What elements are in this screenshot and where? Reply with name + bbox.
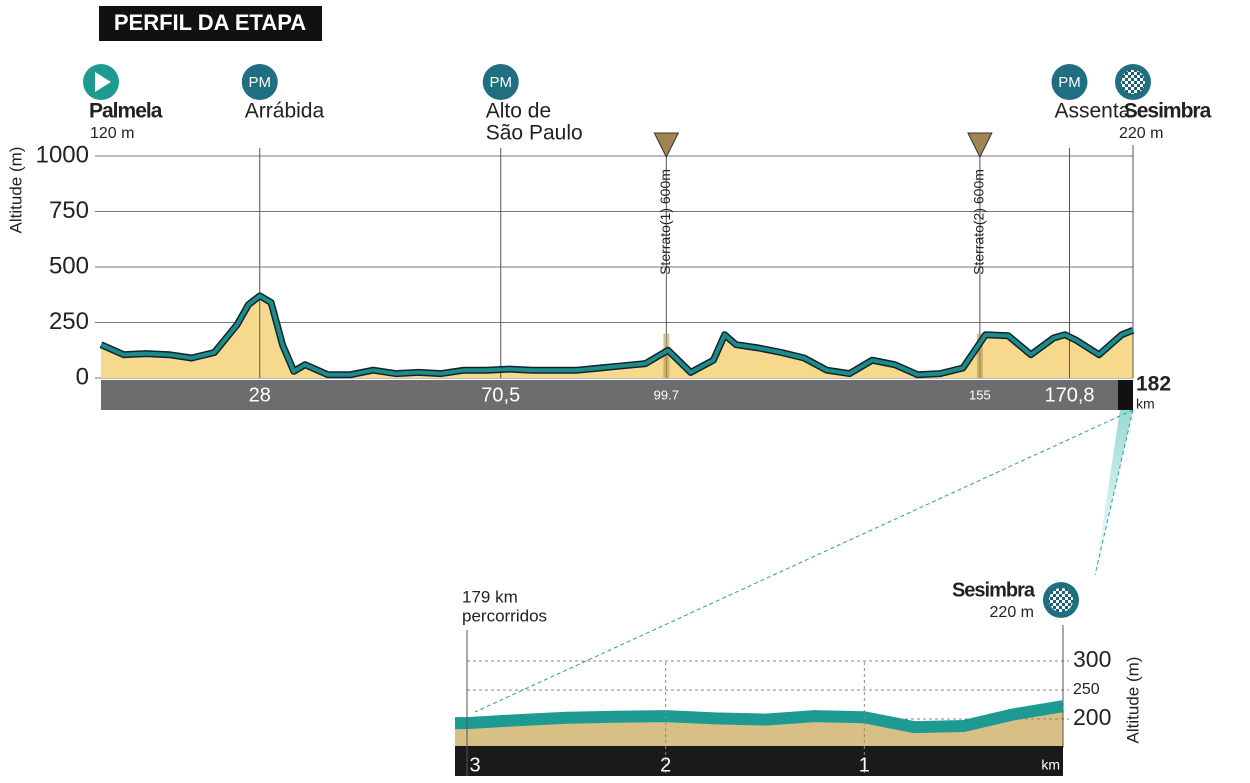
climb-name: São Paulo bbox=[486, 122, 583, 145]
climb-icon bbox=[1051, 64, 1088, 100]
start-note: percorridos bbox=[462, 606, 547, 625]
zoom-line bbox=[1094, 409, 1134, 576]
y-tick-label: 250 bbox=[49, 308, 89, 335]
y-tick-label: 750 bbox=[49, 197, 89, 224]
x-tick-label: 155 bbox=[969, 387, 991, 402]
x-tick-label: 1 bbox=[859, 754, 870, 776]
climb-icon bbox=[482, 64, 519, 100]
x-tick-label: 2 bbox=[660, 754, 671, 776]
finish-flag bbox=[1049, 588, 1073, 612]
chart-title: PERFIL DA ETAPA bbox=[114, 10, 306, 35]
climb-name: Arrábida bbox=[245, 100, 325, 123]
start-name: Palmela bbox=[89, 100, 163, 123]
finish-name: Sesimbra bbox=[1124, 100, 1212, 123]
x-tick-label: 170,8 bbox=[1044, 384, 1094, 406]
x-unit: km bbox=[1041, 757, 1060, 773]
finish-flag bbox=[1121, 70, 1145, 94]
climb-name: Alto de bbox=[486, 100, 551, 123]
y-tick-label: 500 bbox=[49, 252, 89, 279]
start-note: 179 km bbox=[462, 587, 518, 606]
finish-band bbox=[1118, 380, 1133, 410]
y-tick-label: 200 bbox=[1073, 704, 1111, 730]
zoom-line bbox=[474, 409, 1134, 713]
y-axis-label: Altitude (m) bbox=[6, 147, 25, 234]
y-tick-label: 1000 bbox=[36, 141, 89, 168]
y-tick-label: 300 bbox=[1073, 646, 1111, 672]
climb-category: PM bbox=[249, 74, 272, 91]
climb-category: PM bbox=[490, 74, 513, 91]
distance-band bbox=[101, 380, 1133, 410]
x-tick-label: 28 bbox=[249, 384, 271, 406]
sector-label: Sterrato(2) 600m bbox=[971, 169, 987, 275]
finish-km: 182 bbox=[1136, 373, 1171, 396]
sector-shade bbox=[976, 333, 983, 378]
final-km-profile: 200 250 300 Altitude (m) 3 2 1 km 179 kmpercorri… bbox=[455, 579, 1142, 776]
sector-marker bbox=[967, 132, 993, 159]
start-altitude: 120 m bbox=[90, 125, 134, 142]
x-tick-label: 3 bbox=[469, 754, 480, 776]
title-box bbox=[99, 6, 322, 41]
main-profile: 0 250 500 750 1000 Sterrato(1) 600m 99.7 Sterra… bbox=[36, 64, 1213, 412]
profile-area bbox=[101, 295, 1133, 378]
profile-line bbox=[455, 700, 1064, 734]
sector-shade bbox=[663, 333, 670, 378]
sector-marker bbox=[653, 132, 680, 159]
profile-area bbox=[455, 706, 1063, 746]
x-unit: km bbox=[1136, 396, 1155, 412]
y-tick-label: 250 bbox=[1073, 681, 1100, 698]
climb-category: PM bbox=[1058, 74, 1081, 91]
finish-altitude: 220 m bbox=[990, 604, 1034, 621]
climb-icon bbox=[241, 64, 278, 100]
finish-name: Sesimbra bbox=[952, 579, 1036, 601]
finish-altitude: 220 m bbox=[1119, 125, 1163, 142]
y-tick-label: 0 bbox=[76, 363, 89, 390]
x-tick-label: 70,5 bbox=[481, 384, 520, 406]
sector-label: Sterrato(1) 600m bbox=[657, 169, 673, 275]
profile-line-inner bbox=[100, 293, 1134, 377]
distance-band bbox=[455, 746, 1063, 776]
y-axis-label: Altitude (m) bbox=[1123, 657, 1142, 744]
start-arrow bbox=[95, 72, 111, 92]
x-tick-label: 99.7 bbox=[654, 387, 679, 402]
climb-name: Assenta bbox=[1054, 100, 1130, 123]
